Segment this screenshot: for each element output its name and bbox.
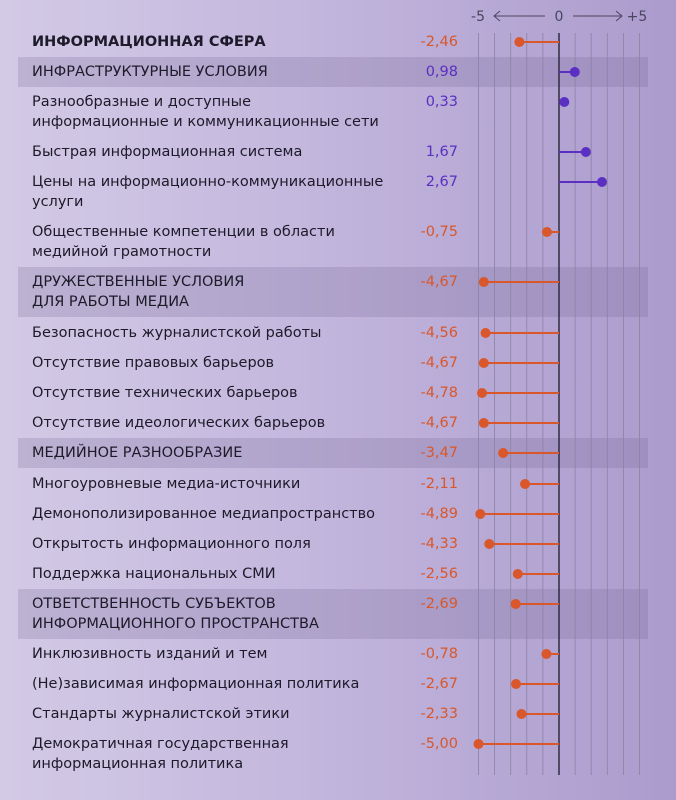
row-value: -5,00 — [420, 736, 458, 752]
lollipop-dot — [559, 97, 570, 107]
row-label: Отсутствие правовых барьеров — [32, 355, 275, 371]
lollipop-dot — [478, 418, 489, 428]
lollipop-dot — [477, 388, 488, 398]
row-value: -2,46 — [420, 34, 458, 50]
row-label: Отсутствие идеологических барьеров — [32, 415, 326, 431]
lollipop-dot — [475, 509, 486, 519]
lollipop-dot — [520, 479, 531, 489]
row-label: Безопасность журналистской работы — [32, 325, 322, 341]
tick-max: +5 — [627, 9, 648, 25]
row-value: -0,75 — [420, 224, 458, 240]
row-value: -4,33 — [420, 536, 458, 552]
lollipop-dot — [484, 539, 495, 549]
tick-min: -5 — [471, 9, 485, 25]
row-value: -2,69 — [420, 596, 458, 612]
row-value: -2,67 — [420, 676, 458, 692]
row-label: Многоуровневые медиа-источники — [32, 476, 301, 492]
lollipop-dot — [512, 569, 523, 579]
row-label: Открытость информационного поля — [32, 536, 311, 552]
row-value: -2,56 — [420, 566, 458, 582]
row-value: -4,89 — [420, 506, 458, 522]
row-value: -4,56 — [420, 325, 458, 341]
row-value: 0,33 — [425, 94, 458, 110]
lollipop-dot — [516, 709, 527, 719]
row-value: 2,67 — [425, 174, 458, 190]
lollipop-dot — [510, 599, 521, 609]
row-label: (Не)зависимая информационная политика — [32, 676, 360, 692]
row-label: ИНФРАСТРУКТУРНЫЕ УСЛОВИЯ — [32, 64, 268, 80]
row-label: Демонополизированное медиапространство — [32, 506, 376, 522]
row-value: -4,67 — [420, 355, 458, 371]
lollipop-dot — [478, 358, 489, 368]
row-label: ИНФОРМАЦИОННАЯ СФЕРА — [32, 34, 266, 50]
lollipop-dot — [480, 328, 491, 338]
row-value: -2,11 — [420, 476, 458, 492]
row-label: Стандарты журналистской этики — [32, 706, 290, 722]
row-value: -4,67 — [420, 274, 458, 290]
lollipop-dot — [541, 227, 552, 237]
row-value: -0,78 — [420, 646, 458, 662]
lollipop-dot — [498, 448, 509, 458]
right-arrow-icon — [573, 10, 623, 22]
lollipop-dot — [580, 147, 591, 157]
row-label: МЕДИЙНОЕ РАЗНООБРАЗИЕ — [32, 445, 243, 461]
lollipop-dot — [514, 37, 525, 47]
row-value: -4,67 — [420, 415, 458, 431]
row-label: Инклюзивность изданий и тем — [32, 646, 268, 662]
row-label: ОТВЕТСТВЕННОСТЬ СУБЪЕКТОВ ИНФОРМАЦИОННОГ… — [32, 596, 319, 632]
row-label: Быстрая информационная система — [32, 144, 303, 160]
row-label: Отсутствие технических барьеров — [32, 385, 298, 401]
lollipop-dot — [596, 177, 607, 187]
row-label: Поддержка национальных СМИ — [32, 566, 276, 582]
left-arrow-icon — [493, 10, 545, 22]
row-value: -3,47 — [420, 445, 458, 461]
lollipop-dot — [511, 679, 522, 689]
row-value: 0,98 — [425, 64, 458, 80]
row-value: 1,67 — [425, 144, 458, 160]
row-label: Разнообразные и доступные информационные… — [32, 94, 379, 130]
row-label: Демократичная государственная информацио… — [32, 736, 289, 772]
lollipop-dot — [473, 739, 484, 749]
lollipop-dot — [541, 649, 552, 659]
row-value: -2,33 — [420, 706, 458, 722]
row-label: Цены на информационно-коммуникационные у… — [32, 174, 384, 210]
lollipop-dot — [478, 277, 489, 287]
row-label: ДРУЖЕСТВЕННЫЕ УСЛОВИЯ ДЛЯ РАБОТЫ МЕДИА — [32, 274, 245, 310]
row-value: -4,78 — [420, 385, 458, 401]
row-label: Общественные компетенции в области медий… — [32, 224, 335, 260]
lollipop-dot — [569, 67, 580, 77]
tick-zero: 0 — [555, 9, 564, 25]
